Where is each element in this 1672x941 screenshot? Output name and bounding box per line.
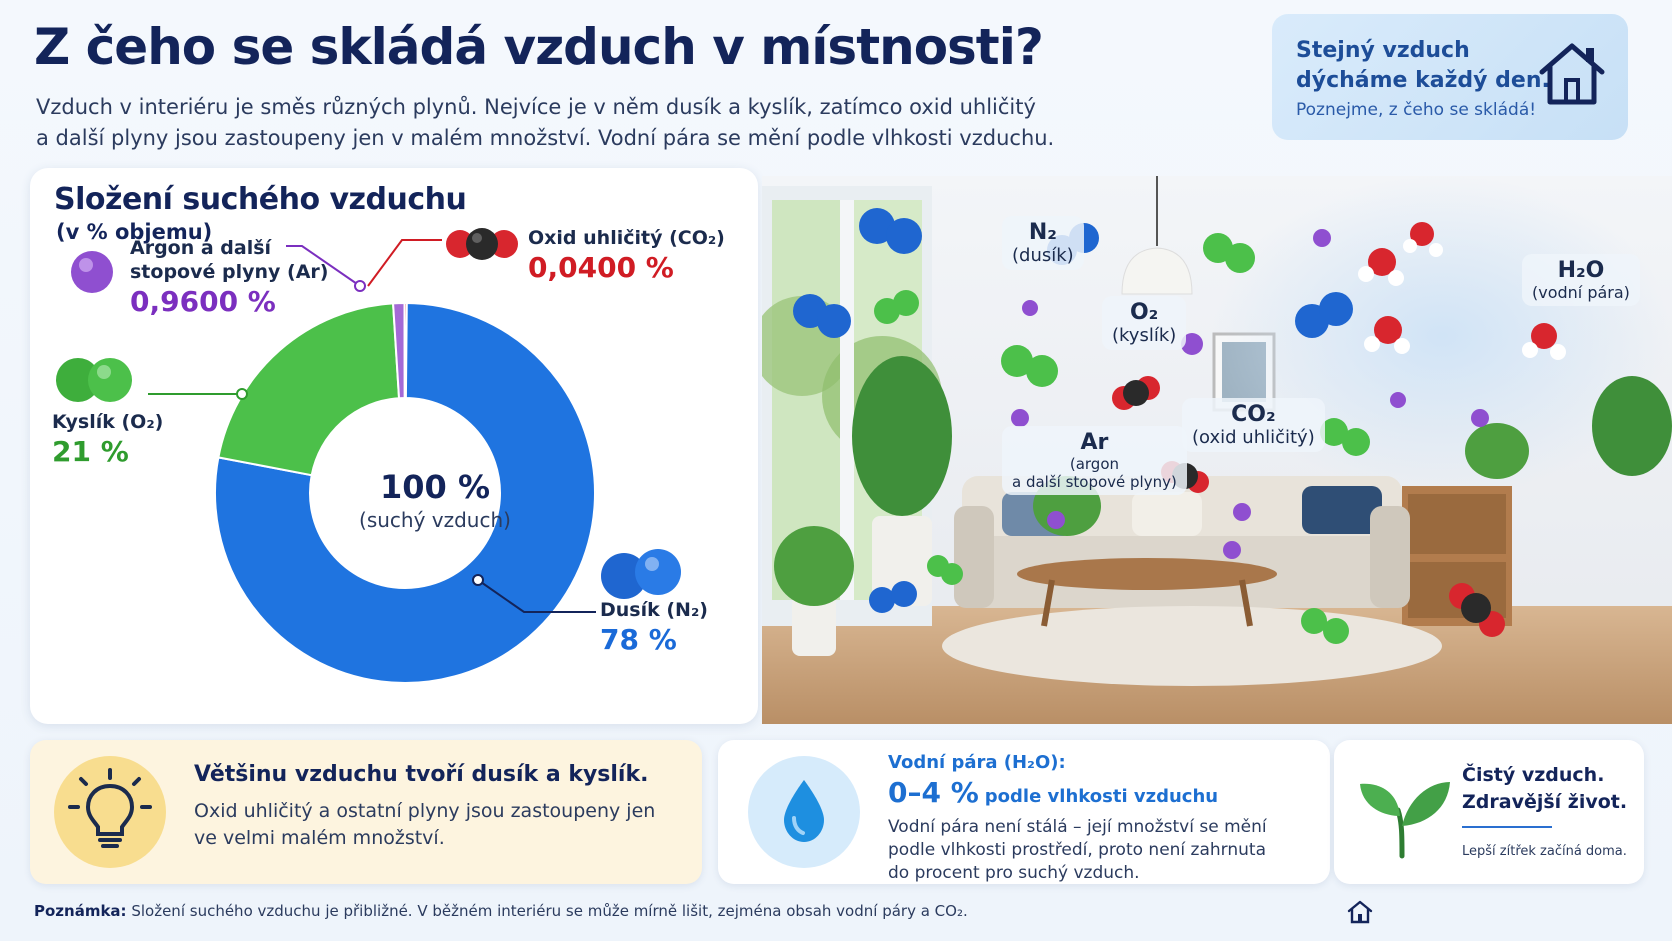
tag-ar: Ar (argon a další stopové plyny) (1002, 426, 1187, 495)
argon-value: 0,9600 % (130, 285, 276, 318)
intro-text: Vzduch v interiéru je směs různých plynů… (36, 92, 1156, 154)
chart-title: Složení suchého vzduchu (54, 182, 467, 217)
tag-o2-formula: O₂ (1129, 300, 1159, 325)
water-drop-icon (784, 780, 824, 842)
donut-slice-co2 (403, 302, 408, 400)
leader-line-argon-dot (354, 280, 366, 292)
card2-body-line-3: do procent pro suchý vzduch. (888, 863, 1140, 883)
water-drop-icon-circle (748, 756, 860, 868)
banner-line-2: dýcháme každý den. (1296, 68, 1550, 93)
nitrogen-label: Dusík (N₂) 78 % (600, 598, 708, 658)
leader-line-oxygen-dot (236, 388, 248, 400)
card2-heading: Vodní pára (H₂O): (888, 752, 1066, 773)
argon-name-line-1: Argon a další (130, 237, 272, 259)
chart-subtitle: (v % objemu) (56, 220, 213, 244)
info-card-water-vapor: Vodní pára (H₂O): 0–4 % podle vlhkosti vz… (718, 740, 1330, 884)
tag-ar-name: (argon (1069, 455, 1119, 473)
co2-molecule-icon (446, 228, 518, 260)
card1-body-line-2: ve velmi malém množství. (194, 827, 445, 849)
tag-n2: N₂ (dusík) (1002, 216, 1084, 270)
card2-range-value: 0–4 % (888, 776, 979, 809)
nitrogen-value: 78 % (600, 623, 677, 656)
tag-o2: O₂ (kyslík) (1102, 296, 1187, 350)
tag-h2o: H₂O (vodní pára) (1522, 254, 1640, 306)
footnote-label: Poznámka: (34, 902, 127, 920)
leader-line-nitrogen (477, 579, 596, 613)
oxygen-label: Kyslík (O₂) 21 % (52, 410, 163, 470)
tag-n2-formula: N₂ (1028, 220, 1057, 245)
card1-body-line-1: Oxid uhličitý a ostatní plyny jsou zasto… (194, 800, 656, 822)
banner-line-3: Poznejme, z čeho se skládá! (1296, 100, 1537, 120)
house-icon (1539, 43, 1605, 105)
footer-house-icon (1347, 900, 1373, 924)
oxygen-name: Kyslík (O₂) (52, 411, 164, 433)
sprout-icon (1360, 782, 1450, 859)
card2-body: Vodní pára není stálá – její množství se… (888, 816, 1308, 885)
card3-heading: Čistý vzduch. Zdravější život. (1462, 762, 1627, 816)
page-title: Z čeho se skládá vzduch v místnosti? (34, 18, 1044, 76)
info-card-main-gases: Většinu vzduchu tvoří dusík a kyslík. Ox… (30, 740, 702, 884)
card3-line-1: Čistý vzduch. (1462, 764, 1605, 786)
nitrogen-name: Dusík (N₂) (600, 599, 708, 621)
footnote-text: Složení suchého vzduchu je přibližné. V … (131, 902, 968, 920)
lightbulb-icon-circle (54, 756, 166, 868)
donut-center-label: (suchý vzduch) (359, 508, 511, 532)
tag-h2o-formula: H₂O (1557, 258, 1605, 283)
tag-co2-name: (oxid uhličitý) (1192, 427, 1315, 448)
tag-o2-name: (kyslík) (1112, 325, 1177, 346)
oxygen-molecule-icon (56, 358, 132, 402)
footnote: Poznámka: Složení suchého vzduchu je při… (34, 902, 968, 920)
chart-card: Složení suchého vzduchu (v % objemu) 100… (30, 168, 758, 724)
co2-label: Oxid uhličitý (CO₂) 0,0400 % (528, 226, 725, 286)
argon-name-line-2: stopové plyny (Ar) (130, 261, 329, 283)
intro-line-1: Vzduch v interiéru je směs různých plynů… (36, 95, 1036, 119)
card1-body: Oxid uhličitý a ostatní plyny jsou zasto… (194, 798, 664, 852)
tag-h2o-name: (vodní pára) (1532, 283, 1630, 302)
tag-co2-formula: CO₂ (1231, 402, 1276, 427)
card3-footer: Lepší zítřek začíná doma. (1462, 844, 1627, 859)
card2-body-line-1: Vodní pára není stálá – její množství se… (888, 817, 1267, 837)
card3-divider (1462, 826, 1552, 828)
card3-line-2: Zdravější život. (1462, 791, 1628, 813)
leader-line-nitrogen-dot (472, 574, 484, 586)
card2-range: 0–4 % podle vlhkosti vzduchu (888, 776, 1218, 809)
lightbulb-icon (68, 768, 152, 848)
tag-ar-formula: Ar (1080, 430, 1109, 455)
tag-ar-name-2: a další stopové plyny) (1012, 473, 1177, 491)
tag-co2: CO₂ (oxid uhličitý) (1182, 398, 1325, 452)
banner-line-1: Stejný vzduch (1296, 38, 1470, 63)
card2-body-line-2: podle vlhkosti prostředí, proto není zah… (888, 840, 1266, 860)
donut-hole (310, 398, 500, 588)
tag-n2-name: (dusík) (1012, 245, 1074, 266)
card1-heading: Většinu vzduchu tvoří dusík a kyslík. (194, 762, 649, 787)
donut-chart (148, 239, 596, 684)
co2-name: Oxid uhličitý (CO₂) (528, 227, 725, 249)
leader-line-argon (286, 245, 361, 287)
info-banner: Stejný vzduch dýcháme každý den. Poznejm… (1272, 14, 1628, 140)
living-room-illustration: N₂ (dusík) O₂ (kyslík) CO₂ (oxid uhličit… (762, 176, 1672, 724)
argon-molecule-icon (71, 251, 113, 293)
card2-range-suffix: podle vlhkosti vzduchu (984, 786, 1219, 807)
intro-line-2: a další plyny jsou zastoupeny jen v malé… (36, 126, 1055, 150)
argon-label: Argon a další stopové plyny (Ar) 0,9600 … (130, 236, 328, 320)
leader-line-co2 (367, 239, 442, 287)
nitrogen-molecule-icon (601, 549, 681, 599)
info-card-clean-air: Čistý vzduch. Zdravější život. Lepší zít… (1334, 740, 1644, 884)
co2-value: 0,0400 % (528, 251, 674, 284)
donut-center-value: 100 % (380, 468, 490, 506)
oxygen-value: 21 % (52, 435, 129, 468)
